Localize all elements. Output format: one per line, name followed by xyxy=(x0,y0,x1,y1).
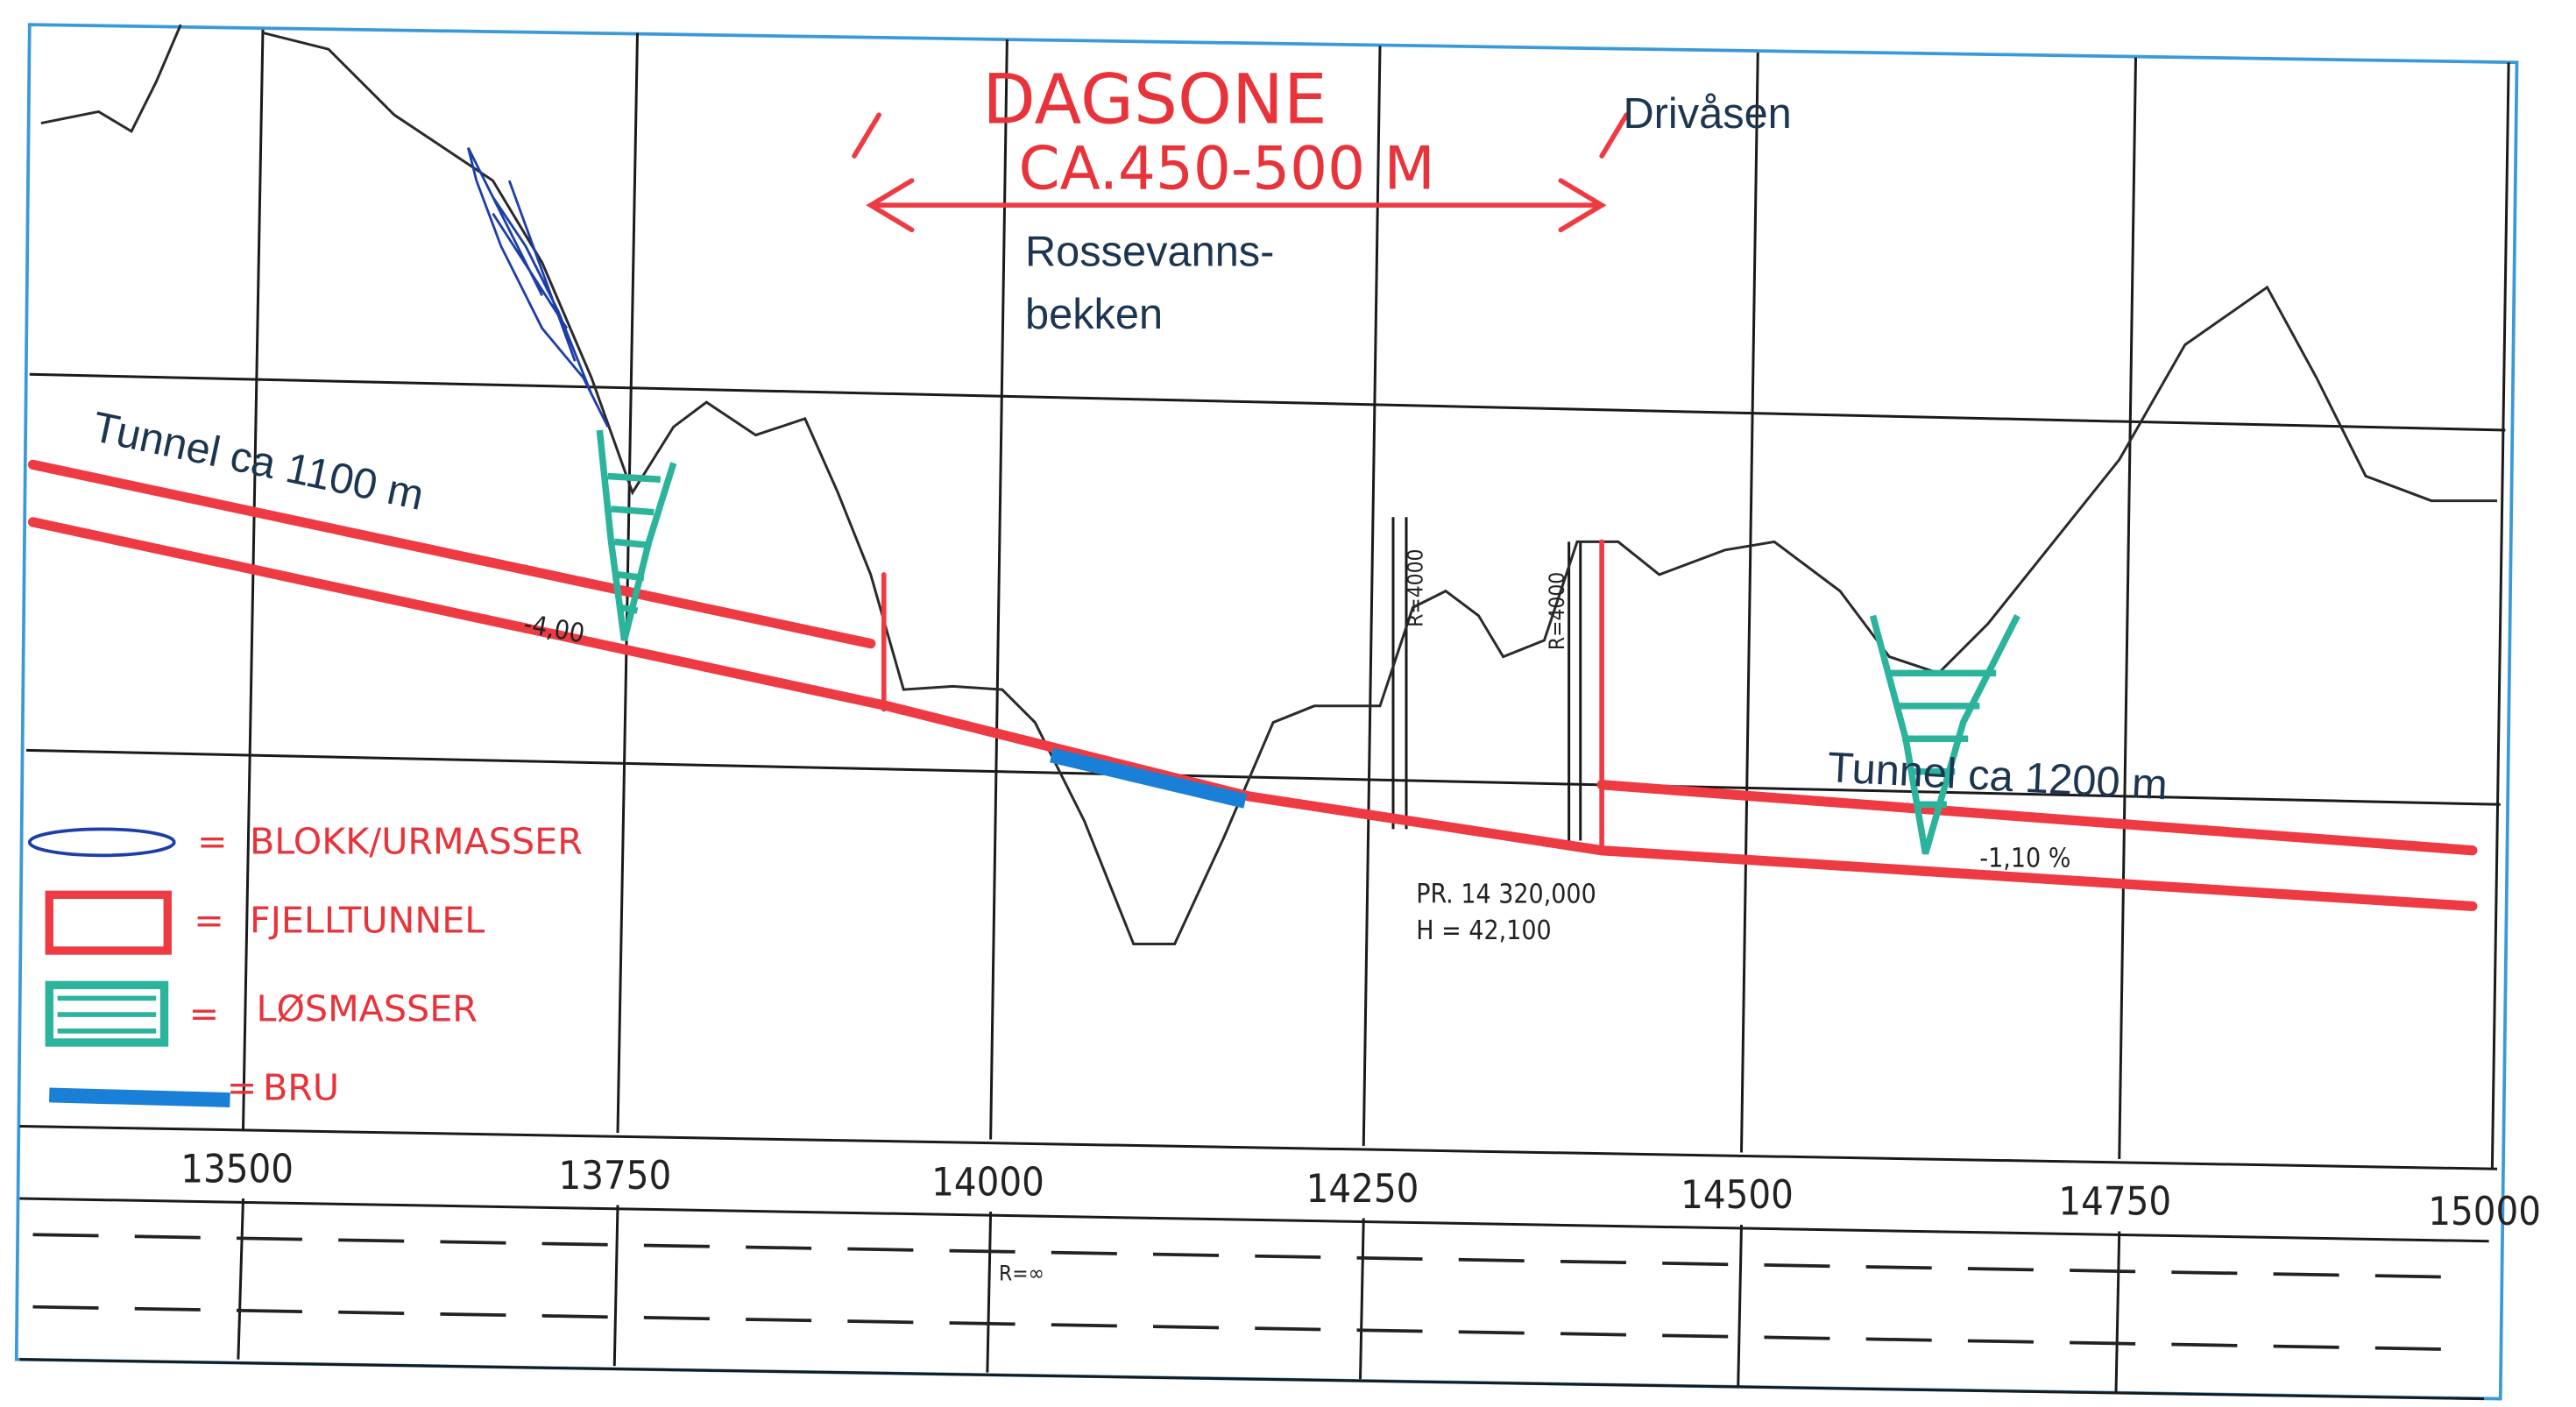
grid-verticals xyxy=(242,29,2510,1170)
portal-lines xyxy=(881,539,1604,853)
place-label: Rossevanns- xyxy=(1025,229,1274,276)
legend-swatch-bridge xyxy=(49,1087,230,1107)
legend-equals: = xyxy=(189,993,220,1035)
table-lines xyxy=(19,1125,2498,1401)
station-label: 15000 xyxy=(2428,1188,2541,1234)
legend-equals: = xyxy=(197,820,228,862)
station-label: 14500 xyxy=(1681,1171,1794,1218)
legend-equals: = xyxy=(194,899,224,941)
loose-mass-1 xyxy=(596,429,677,641)
terrain-line xyxy=(40,24,2497,946)
legend-swatch-loose-hatch xyxy=(57,995,157,1034)
station-label: 13750 xyxy=(558,1152,671,1198)
legend-item: BRU xyxy=(263,1067,339,1109)
station-label: 13500 xyxy=(180,1145,294,1191)
table-verticals xyxy=(237,1198,2121,1393)
tunnel-upper-right xyxy=(1596,780,2478,856)
tunnel-upper-left xyxy=(27,459,876,649)
annotation-subtitle: CA.450-500 M xyxy=(1018,134,1434,203)
place-label: bekken xyxy=(1025,291,1163,338)
grid-horizontals xyxy=(25,372,2506,806)
curve-markers xyxy=(1391,517,1582,841)
curve-label: R=4000 xyxy=(1544,572,1569,650)
legend-swatch-loose xyxy=(45,980,169,1047)
tunnel-lower xyxy=(27,517,2478,912)
legend: = = = = BLOKK/URMASSER FJELLTUNNEL LØSMA… xyxy=(27,820,583,1109)
grid xyxy=(19,29,2510,1401)
legend-equals: = xyxy=(227,1067,258,1109)
curve-label: R=4000 xyxy=(1403,549,1428,627)
curve-label: R=∞ xyxy=(999,1261,1044,1286)
point-label: PR. 14 320,000 xyxy=(1416,880,1596,910)
legend-swatch-tunnel xyxy=(45,890,172,955)
frame xyxy=(14,23,2519,1401)
bridge xyxy=(1050,747,1248,809)
dagsone-arrow xyxy=(852,112,1630,233)
station-label: 14750 xyxy=(2058,1178,2171,1225)
station-label: 14000 xyxy=(931,1158,1044,1205)
stations: 13500 13750 14000 14250 14500 14750 1500… xyxy=(180,1145,2541,1234)
legend-item: BLOKK/URMASSER xyxy=(250,820,583,862)
legend-item: FJELLTUNNEL xyxy=(250,899,485,941)
legend-item: LØSMASSER xyxy=(257,988,478,1030)
legend-swatch-scree xyxy=(27,827,176,858)
point-label: H = 42,100 xyxy=(1416,916,1551,946)
station-label: 14250 xyxy=(1306,1165,1419,1212)
loose-mass-2 xyxy=(1869,614,2020,855)
gradient-label: -1,10 % xyxy=(1979,843,2070,873)
place-label: Drivåsen xyxy=(1624,90,1792,138)
annotation-title: DAGSONE xyxy=(982,60,1327,140)
scree-hatch xyxy=(467,147,610,428)
